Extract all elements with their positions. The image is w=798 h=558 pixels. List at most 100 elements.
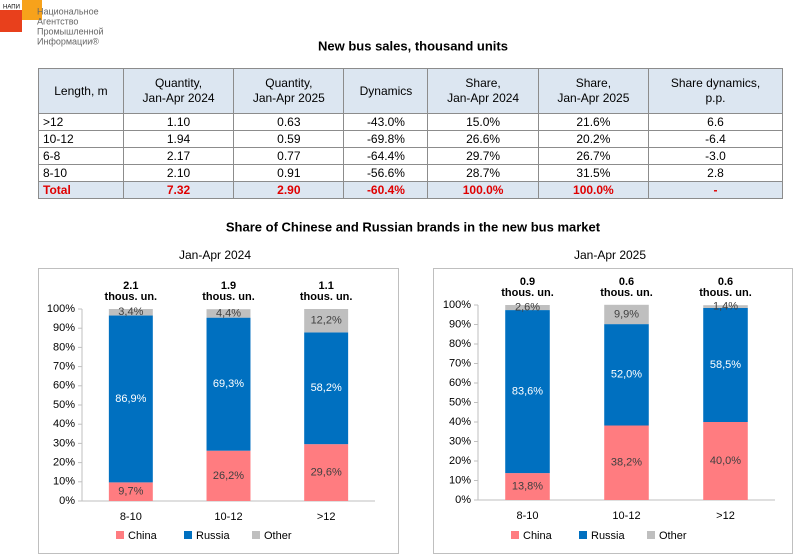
table-cell: 1.10 (122, 113, 235, 131)
y-tick-label: 50% (53, 399, 75, 411)
y-tick-label: 80% (53, 341, 75, 353)
y-tick-label: 90% (449, 318, 471, 330)
table-cell: >12 (38, 113, 124, 131)
data-label: 38,2% (611, 457, 642, 469)
y-tick-label: 100% (443, 299, 471, 311)
bar-annotation: thous. un. (300, 291, 353, 303)
y-tick-label: 70% (53, 361, 75, 373)
bar-segment (108, 309, 153, 316)
logo-text: Национальное (37, 6, 99, 16)
table-cell: -64.4% (343, 147, 429, 165)
data-label: 1,4% (713, 300, 738, 312)
y-tick-label: 40% (53, 418, 75, 430)
data-label: 58,2% (311, 382, 342, 394)
x-tick-label: >12 (716, 510, 735, 522)
bar-annotation: thous. un. (600, 287, 653, 299)
data-label: 58,5% (710, 359, 741, 371)
table-cell: 26.7% (537, 147, 650, 165)
bar-annotation: thous. un. (105, 291, 158, 303)
y-tick-label: 100% (47, 303, 75, 315)
bar-segment (604, 425, 649, 500)
y-tick-label: 20% (449, 455, 471, 467)
bar-segment (703, 422, 748, 500)
legend-label: Other (659, 530, 687, 542)
x-tick-label: >12 (317, 511, 336, 523)
logo-text: Промышленной (37, 26, 104, 36)
table-cell: -56.6% (343, 164, 429, 182)
table-cell: 21.6% (537, 113, 650, 131)
y-tick-label: 30% (449, 435, 471, 447)
logo-text: Агентство (37, 16, 78, 26)
section-title: Share of Chinese and Russian brands in t… (226, 219, 601, 234)
bar-annotation: thous. un. (699, 287, 752, 299)
header-cell: Quantity, Jan-Apr 2025 (233, 68, 345, 114)
bar-segment (604, 304, 649, 325)
bar-segment (304, 444, 349, 501)
bar-segment (206, 317, 251, 451)
y-tick-label: 30% (53, 437, 75, 449)
table-cell: -69.8% (343, 130, 429, 148)
bar-segment (304, 332, 349, 445)
header-cell: Share dynamics, p.p. (648, 68, 783, 114)
data-label: 3,4% (118, 306, 143, 318)
chart-title: Jan-Apr 2024 (179, 248, 251, 262)
bar-segment (604, 324, 649, 426)
table-cell: 15.0% (427, 113, 539, 131)
table-row: 6-8 2.17 0.77 -64.4% 29.7% 26.7% -3.0 (38, 147, 783, 165)
table-cell: 0.63 (233, 113, 345, 131)
data-label: 2,6% (515, 301, 540, 313)
y-tick-label: 0% (59, 495, 75, 507)
legend-label: China (128, 530, 158, 542)
table-cell: 6.6 (648, 113, 783, 131)
bar-segment (108, 482, 153, 501)
total-cell: Total (38, 181, 124, 199)
bar-segment (206, 450, 251, 501)
legend-label: China (523, 530, 553, 542)
header-cell: Share, Jan-Apr 2024 (427, 68, 539, 114)
table-row: >12 1.10 0.63 -43.0% 15.0% 21.6% 6.6 (38, 113, 783, 131)
legend-label: Other (264, 530, 292, 542)
table-cell: 26.6% (427, 130, 539, 148)
data-label: 9,9% (614, 308, 639, 320)
table-cell: 6-8 (38, 147, 124, 165)
legend-swatch (184, 531, 192, 539)
legend-swatch (511, 531, 519, 539)
bar-segment (505, 473, 550, 500)
y-tick-label: 0% (455, 494, 471, 506)
bar-annotation: 1.9 (221, 280, 236, 292)
total-cell: -60.4% (343, 181, 429, 199)
data-label: 69,3% (213, 378, 244, 390)
data-label: 12,2% (311, 315, 342, 327)
total-cell: 2.90 (233, 181, 345, 199)
bar-segment (505, 310, 550, 474)
header-row: Length, m Quantity, Jan-Apr 2024 Quantity,… (38, 68, 783, 114)
table-cell: 0.77 (233, 147, 345, 165)
y-tick-label: 70% (449, 357, 471, 369)
data-label: 52,0% (611, 369, 642, 381)
header-cell: Length, m (38, 68, 124, 114)
table-cell: 8-10 (38, 164, 124, 182)
bar-annotation: 2.1 (123, 280, 138, 292)
data-label: 40,0% (710, 455, 741, 467)
table-cell: 31.5% (537, 164, 650, 182)
legend-label: Russia (196, 530, 231, 542)
table-row: 10-12 1.94 0.59 -69.8% 26.6% 20.2% -6.4 (38, 130, 783, 148)
bar-segment (505, 305, 550, 311)
y-tick-label: 60% (53, 380, 75, 392)
x-tick-label: 8-10 (120, 511, 142, 523)
table-cell: 29.7% (427, 147, 539, 165)
y-tick-label: 80% (449, 338, 471, 350)
y-tick-label: 20% (53, 457, 75, 469)
total-cell: 7.32 (122, 181, 235, 199)
data-label: 26,2% (213, 470, 244, 482)
total-row: Total 7.32 2.90 -60.4% 100.0% 100.0% - (38, 181, 783, 199)
data-label: 83,6% (512, 385, 543, 397)
data-label: 9,7% (118, 486, 143, 498)
chart-title: Jan-Apr 2025 (574, 248, 646, 262)
x-tick-label: 10-12 (612, 510, 640, 522)
legend-swatch (647, 531, 655, 539)
chart-frame (38, 268, 399, 554)
chart-frame (433, 268, 793, 554)
logo-square (22, 0, 42, 20)
